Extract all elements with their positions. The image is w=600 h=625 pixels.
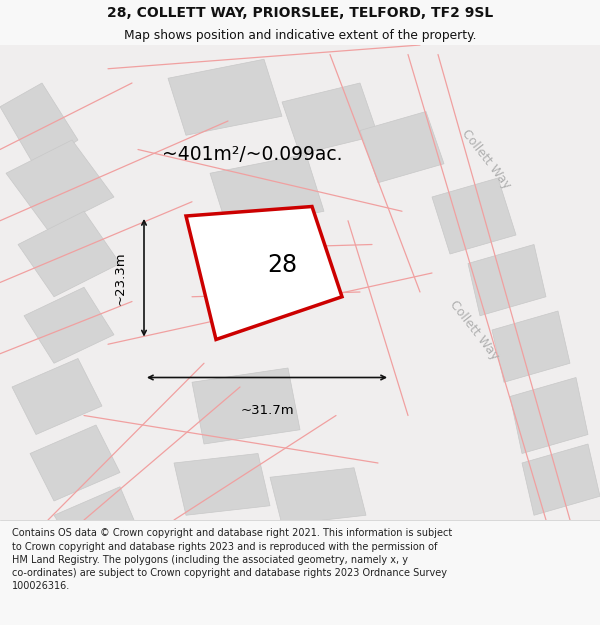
Polygon shape [24,288,114,363]
Polygon shape [6,140,114,230]
Polygon shape [468,244,546,316]
Polygon shape [210,154,324,230]
Polygon shape [192,368,300,444]
Polygon shape [510,378,588,454]
Text: Contains OS data © Crown copyright and database right 2021. This information is : Contains OS data © Crown copyright and d… [12,528,452,591]
Text: Collett Way: Collett Way [459,127,513,191]
Polygon shape [0,83,78,169]
Polygon shape [168,59,282,135]
Text: Collett Way: Collett Way [447,298,501,362]
Polygon shape [282,83,378,154]
Text: ~31.7m: ~31.7m [240,404,294,418]
Text: 28: 28 [267,253,297,277]
Polygon shape [174,454,270,515]
Text: 28, COLLETT WAY, PRIORSLEE, TELFORD, TF2 9SL: 28, COLLETT WAY, PRIORSLEE, TELFORD, TF2… [107,6,493,19]
Polygon shape [432,178,516,254]
Polygon shape [30,425,120,501]
Polygon shape [360,111,444,182]
Polygon shape [54,487,138,544]
Polygon shape [492,311,570,382]
Polygon shape [186,206,342,339]
Polygon shape [18,211,120,297]
Polygon shape [522,444,600,515]
Text: Map shows position and indicative extent of the property.: Map shows position and indicative extent… [124,29,476,42]
Text: ~401m²/~0.099ac.: ~401m²/~0.099ac. [162,145,343,164]
Polygon shape [12,359,102,434]
Polygon shape [270,468,366,525]
Text: ~23.3m: ~23.3m [113,251,127,304]
